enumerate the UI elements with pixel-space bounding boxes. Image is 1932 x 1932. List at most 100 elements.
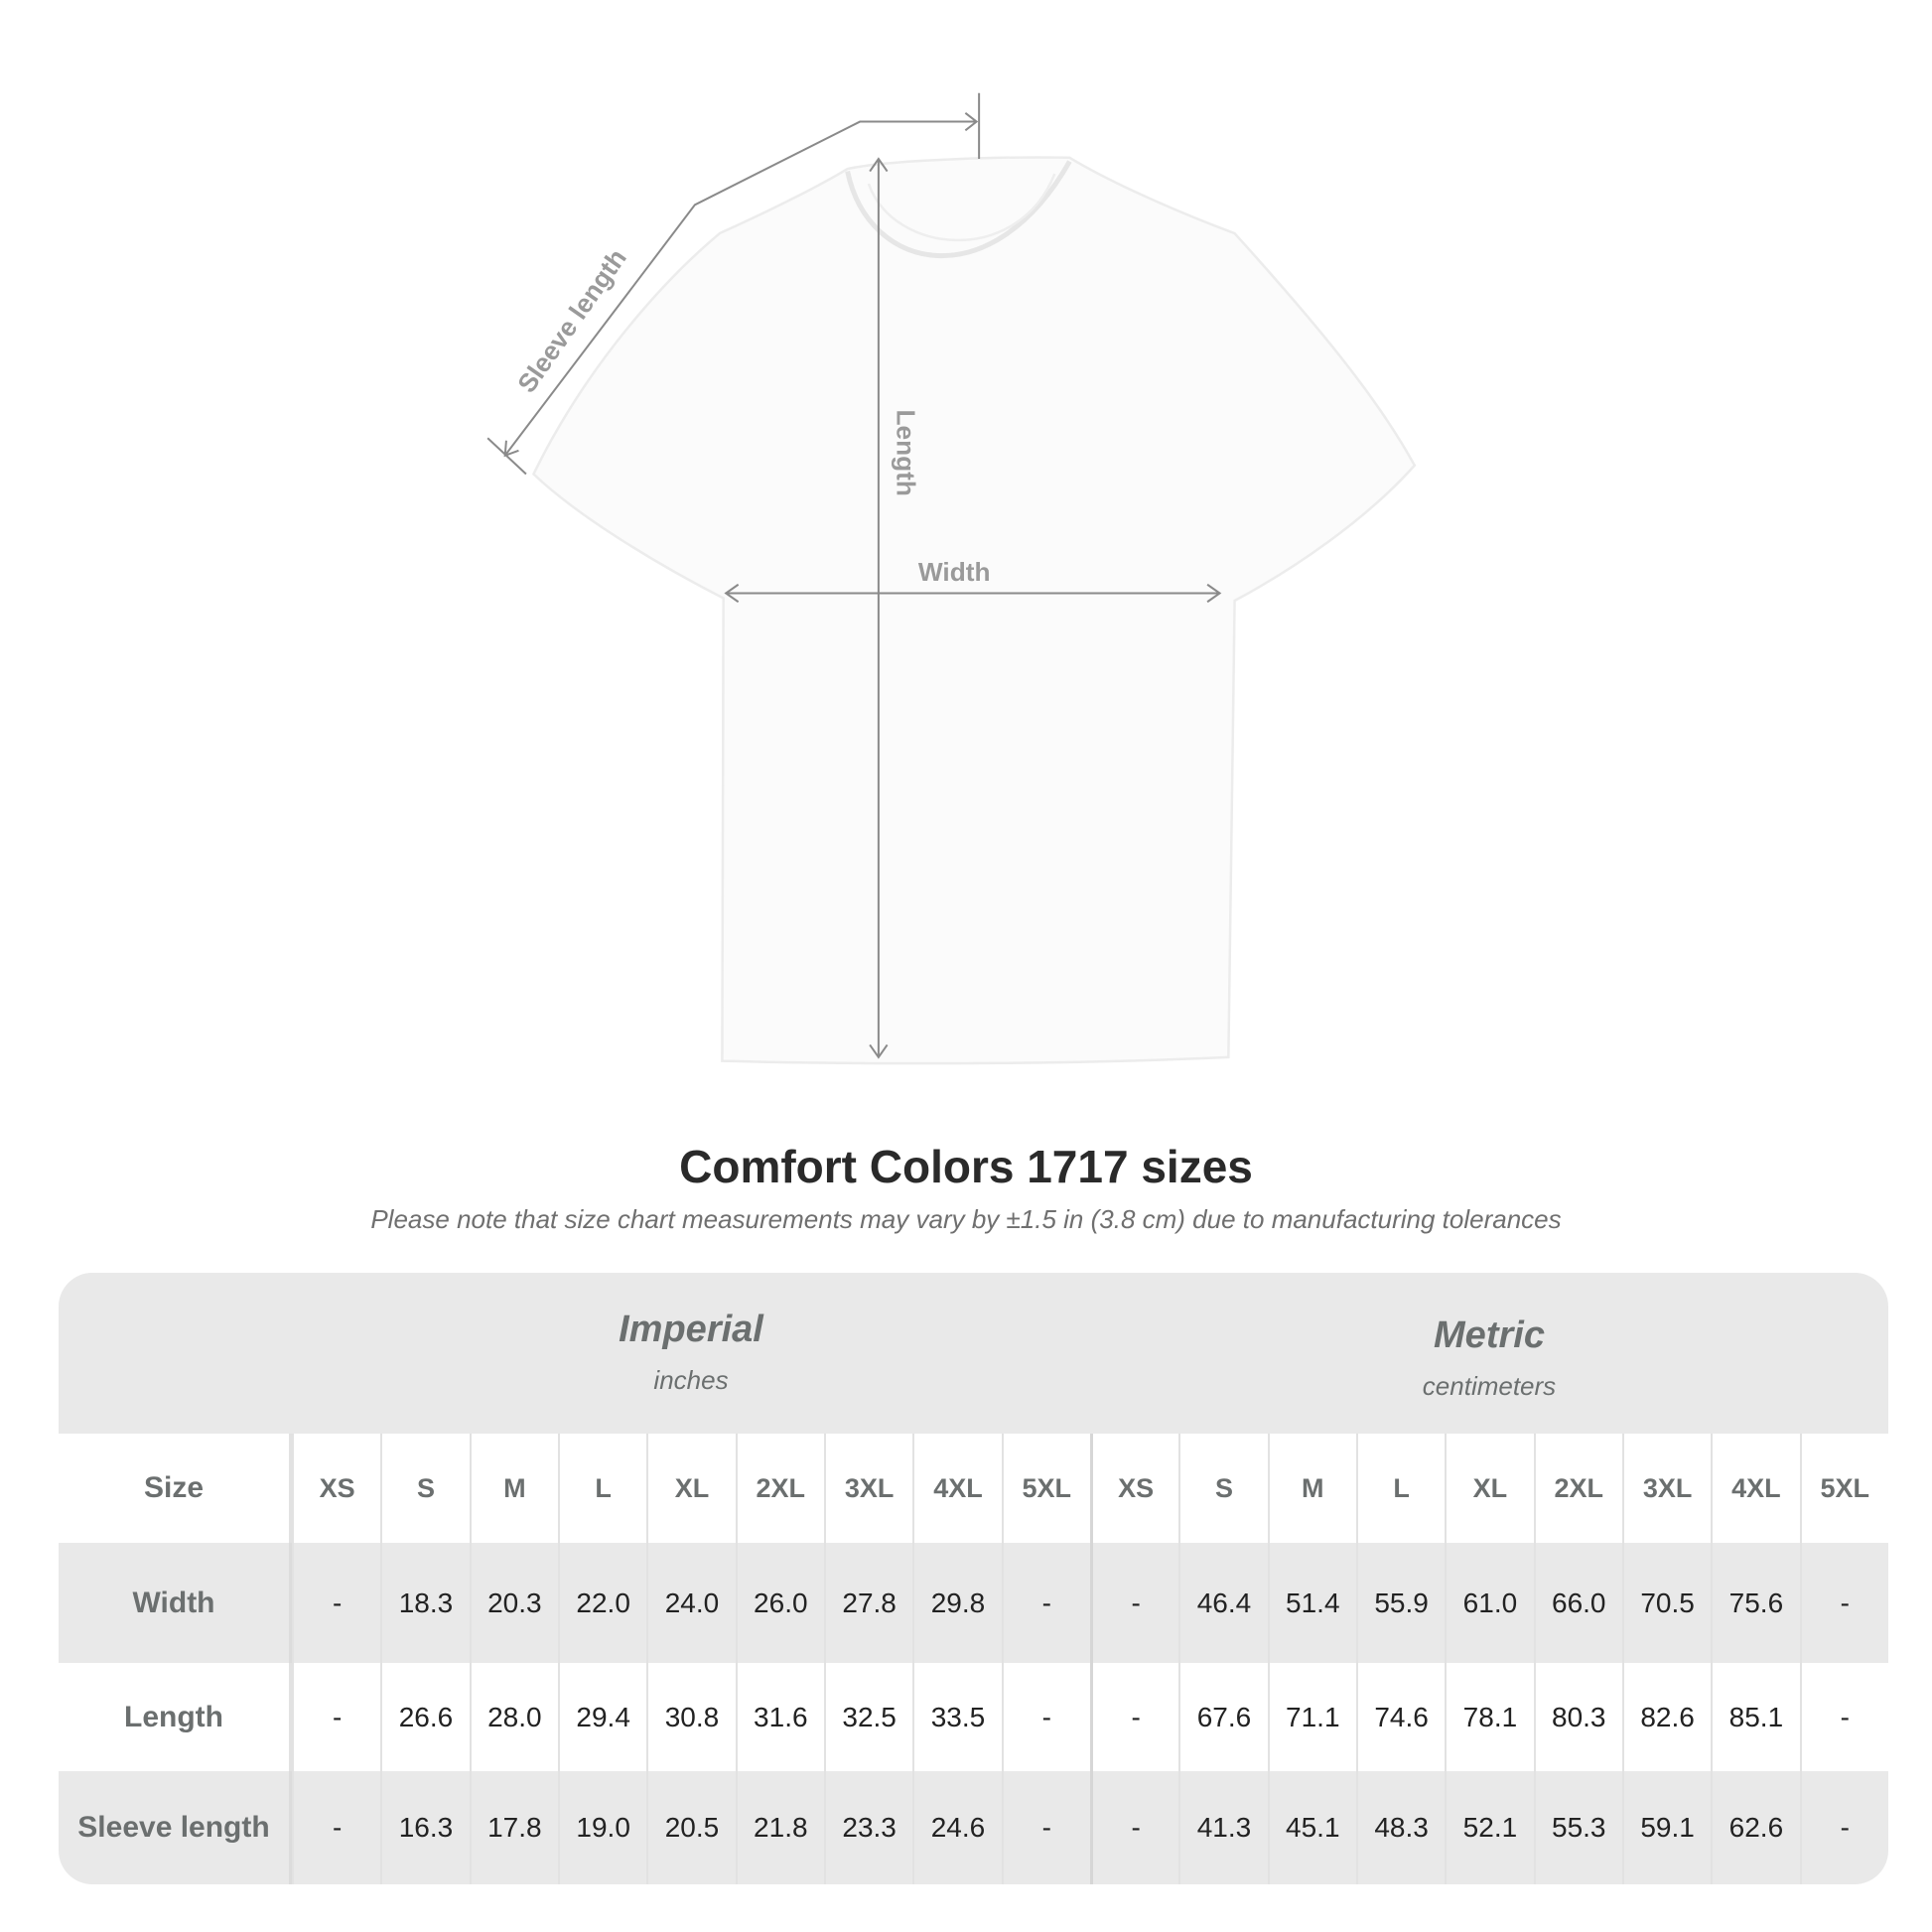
table-cell-metric: 59.1 (1621, 1771, 1711, 1884)
sleeve-measure-line (503, 120, 977, 457)
table-cell-metric: 78.1 (1445, 1663, 1533, 1771)
table-cell-imperial: 24.0 (646, 1543, 735, 1663)
table-cell-metric: 55.9 (1355, 1543, 1445, 1663)
table-cell-imperial: - (1001, 1663, 1090, 1771)
table-cell-imperial: - (292, 1663, 380, 1771)
page-title: Comfort Colors 1717 sizes (679, 1141, 1253, 1192)
table-cell-imperial: 31.6 (735, 1663, 824, 1771)
table-cell-metric: 71.1 (1267, 1663, 1356, 1771)
table-cell-imperial: 29.4 (557, 1663, 646, 1771)
width-arrow-left (724, 583, 740, 604)
table-cell-metric: - (1799, 1663, 1888, 1771)
length-label: Length (892, 410, 921, 496)
size-header-metric: M (1267, 1434, 1356, 1543)
table-cell-metric: 80.3 (1533, 1663, 1622, 1771)
table-cell-metric: - (1089, 1771, 1178, 1884)
table-cell-imperial: - (1001, 1543, 1090, 1663)
tshirt-image (531, 156, 1417, 1065)
size-header-metric: S (1178, 1434, 1267, 1543)
imperial-header: Imperial inches (292, 1273, 1090, 1434)
table-row: Sleeve length -16.3 17.8 19.0 20.5 21.8 23.3 24… (59, 1771, 1888, 1884)
table-cell-imperial: 20.5 (646, 1771, 735, 1884)
table-cell-imperial: - (292, 1543, 380, 1663)
table-cell-imperial: 18.3 (380, 1543, 469, 1663)
sleeve-arrow-end (964, 112, 979, 132)
tshirt-collar (845, 160, 1072, 259)
table-cell-imperial: 24.6 (912, 1771, 1001, 1884)
size-header-metric: XL (1445, 1434, 1533, 1543)
size-table: Imperial inches Metric centimeters Size X… (59, 1273, 1888, 1884)
table-cell-metric: 62.6 (1711, 1771, 1799, 1884)
imperial-title: Imperial (619, 1309, 763, 1350)
metric-title: Metric (1434, 1314, 1545, 1356)
sleeve-tick-bottom (486, 437, 527, 476)
table-cell-imperial: 22.0 (557, 1543, 646, 1663)
size-header-imperial: XL (646, 1434, 735, 1543)
size-header-imperial: S (380, 1434, 469, 1543)
metric-header: Metric centimeters (1090, 1279, 1888, 1440)
table-cell-imperial: 27.8 (823, 1543, 912, 1663)
size-header-metric: 3XL (1621, 1434, 1711, 1543)
table-cell-metric: 52.1 (1445, 1771, 1533, 1884)
table-cell-metric: - (1089, 1543, 1178, 1663)
size-header-imperial: 5XL (1001, 1434, 1090, 1543)
table-cell-metric: 74.6 (1355, 1663, 1445, 1771)
size-header-metric: 2XL (1533, 1434, 1622, 1543)
table-cell-imperial: 23.3 (823, 1771, 912, 1884)
table-row: Length -26.6 28.0 29.4 30.8 31.6 32.5 33.5- -67.… (59, 1663, 1888, 1771)
table-cell-imperial: 20.3 (469, 1543, 558, 1663)
size-header-imperial: 3XL (823, 1434, 912, 1543)
table-cell-metric: 41.3 (1178, 1771, 1267, 1884)
table-cell-imperial: 17.8 (469, 1771, 558, 1884)
table-cell-metric: 55.3 (1533, 1771, 1622, 1884)
table-cell-metric: 66.0 (1533, 1543, 1622, 1663)
size-header-imperial: XS (292, 1434, 380, 1543)
size-header-imperial: 4XL (912, 1434, 1001, 1543)
table-cell-imperial: 30.8 (646, 1663, 735, 1771)
table-cell-metric: 82.6 (1621, 1663, 1711, 1771)
imperial-unit: inches (653, 1365, 729, 1395)
table-cell-imperial: 33.5 (912, 1663, 1001, 1771)
row-label: Length (59, 1663, 292, 1771)
table-cell-metric: 45.1 (1267, 1771, 1356, 1884)
size-header-imperial: M (469, 1434, 558, 1543)
size-header-metric: L (1355, 1434, 1445, 1543)
table-cell-imperial: 16.3 (380, 1771, 469, 1884)
table-cell-metric: - (1799, 1771, 1888, 1884)
size-header-metric: XS (1089, 1434, 1178, 1543)
table-cell-metric: 61.0 (1445, 1543, 1533, 1663)
row-label: Width (59, 1543, 292, 1663)
table-cell-metric: 70.5 (1621, 1543, 1711, 1663)
size-header-imperial: 2XL (735, 1434, 824, 1543)
table-cell-metric: 75.6 (1711, 1543, 1799, 1663)
table-cell-imperial: 21.8 (735, 1771, 824, 1884)
size-header-imperial: L (557, 1434, 646, 1543)
table-cell-imperial: 26.6 (380, 1663, 469, 1771)
tshirt-collar-inner (867, 173, 1056, 242)
tolerance-note: Please note that size chart measurements… (370, 1204, 1562, 1234)
table-cell-imperial: 26.0 (735, 1543, 824, 1663)
table-cell-metric: 48.3 (1355, 1771, 1445, 1884)
table-cell-imperial: 32.5 (823, 1663, 912, 1771)
metric-unit: centimeters (1422, 1371, 1557, 1401)
length-arrow-bottom (869, 1043, 889, 1059)
tshirt-diagram: Sleeve length Length Width (486, 92, 1417, 1065)
table-cell-imperial: - (292, 1771, 380, 1884)
size-header-metric: 5XL (1799, 1434, 1888, 1543)
size-header-row: Size XS S M L XL 2XL 3XL 4XL 5XL XS S M L XL 2XL 3XL 4XL 5… (59, 1434, 1888, 1543)
table-row: Width -18.3 20.3 22.0 24.0 26.0 27.8 29.8- -46.4… (59, 1543, 1888, 1663)
row-label: Size (59, 1434, 292, 1543)
table-cell-imperial: 28.0 (469, 1663, 558, 1771)
table-cell-imperial: - (1001, 1771, 1090, 1884)
table-cell-metric: 85.1 (1711, 1663, 1799, 1771)
length-arrow-top (869, 157, 889, 173)
table-cell-imperial: 29.8 (912, 1543, 1001, 1663)
table-cell-metric: 51.4 (1267, 1543, 1356, 1663)
width-label: Width (918, 557, 991, 587)
table-cell-imperial: 19.0 (557, 1771, 646, 1884)
size-header-metric: 4XL (1711, 1434, 1799, 1543)
table-cell-metric: - (1089, 1663, 1178, 1771)
table-cell-metric: - (1799, 1543, 1888, 1663)
width-arrow-right (1206, 583, 1222, 604)
table-cell-metric: 67.6 (1178, 1663, 1267, 1771)
